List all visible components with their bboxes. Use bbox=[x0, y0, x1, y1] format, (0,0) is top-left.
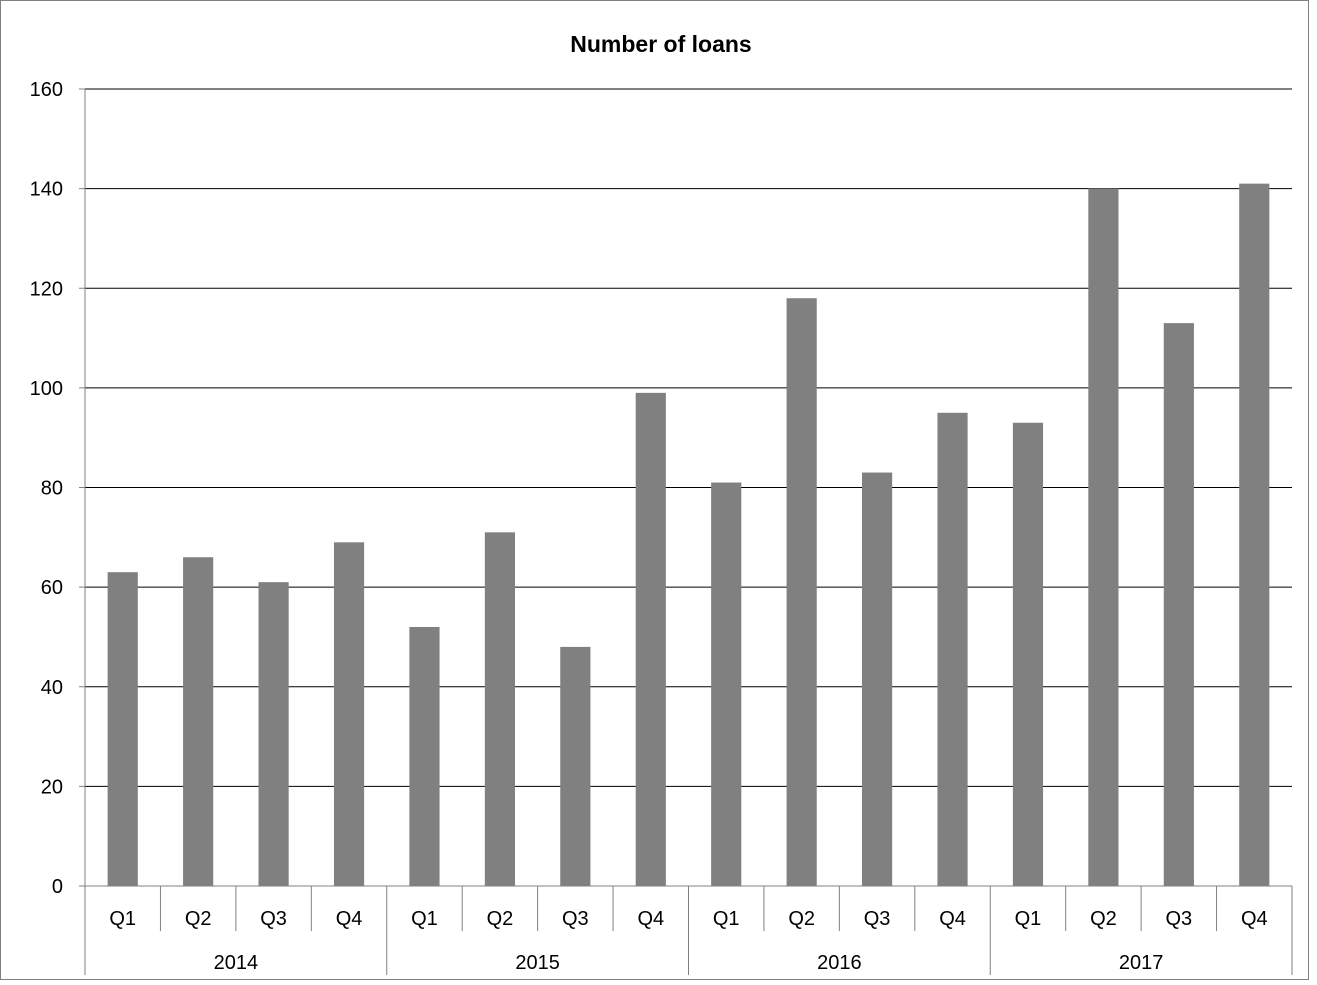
bar bbox=[560, 646, 591, 886]
category-label: Q3 bbox=[864, 908, 891, 930]
category-label: Q3 bbox=[562, 908, 589, 930]
bar bbox=[862, 472, 893, 886]
category-label: Q1 bbox=[109, 908, 136, 930]
category-label: Q4 bbox=[939, 908, 966, 930]
bar bbox=[409, 626, 440, 886]
y-tick-label: 60 bbox=[41, 577, 63, 599]
bar bbox=[1163, 323, 1194, 886]
chart-title: Number of loans bbox=[570, 31, 751, 57]
bars bbox=[107, 183, 1270, 887]
y-tick-label: 100 bbox=[30, 378, 63, 400]
bar bbox=[1012, 422, 1044, 886]
category-label: Q1 bbox=[411, 908, 438, 930]
axes bbox=[79, 88, 1293, 975]
bar bbox=[484, 532, 515, 886]
category-label: Q2 bbox=[487, 908, 514, 930]
category-label: Q4 bbox=[336, 908, 363, 930]
category-label: Q4 bbox=[637, 908, 664, 930]
category-label: Q2 bbox=[1090, 908, 1117, 930]
bar bbox=[1088, 188, 1119, 886]
y-tick-labels: 0 20 40 60 80 100 120 140 160 bbox=[30, 79, 63, 898]
category-label: Q1 bbox=[1015, 908, 1042, 930]
bar bbox=[635, 392, 666, 886]
y-tick-label: 140 bbox=[30, 179, 63, 201]
category-label: Q2 bbox=[185, 908, 212, 930]
y-tick-label: 120 bbox=[30, 278, 63, 300]
group-label: 2016 bbox=[817, 952, 862, 974]
bar bbox=[1239, 183, 1270, 887]
category-label: Q3 bbox=[260, 908, 287, 930]
bar bbox=[183, 557, 214, 886]
y-tick-label: 0 bbox=[52, 876, 63, 898]
category-label: Q2 bbox=[788, 908, 815, 930]
group-label: 2014 bbox=[214, 952, 259, 974]
category-label: Q4 bbox=[1241, 908, 1268, 930]
bar bbox=[786, 298, 817, 886]
bar bbox=[333, 542, 365, 886]
bar bbox=[711, 482, 742, 886]
category-label: Q3 bbox=[1166, 908, 1193, 930]
group-label: 2015 bbox=[515, 952, 560, 974]
bar bbox=[258, 582, 289, 886]
y-tick-label: 40 bbox=[41, 677, 63, 699]
bar bbox=[937, 412, 968, 886]
y-tick-label: 80 bbox=[41, 478, 63, 500]
category-label: Q1 bbox=[713, 908, 740, 930]
y-tick-label: 160 bbox=[30, 79, 63, 101]
y-tick-label: 20 bbox=[41, 776, 63, 798]
x-tick-labels: Q1 Q2 Q3 Q4 Q1 Q2 Q3 Q4 Q1 Q2 Q3 Q4 Q1 Q2 Q3 Q4 2014 2015… bbox=[109, 908, 1267, 974]
bar bbox=[107, 572, 138, 886]
group-label: 2017 bbox=[1119, 952, 1164, 974]
